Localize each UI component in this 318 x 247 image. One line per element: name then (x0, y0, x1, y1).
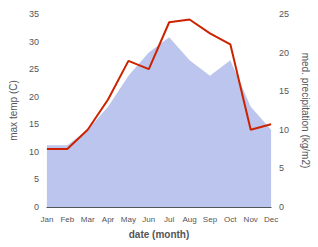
svg-text:Apr: Apr (102, 215, 115, 224)
svg-text:Nov: Nov (244, 215, 258, 224)
svg-text:25: 25 (279, 9, 289, 19)
svg-text:Oct: Oct (224, 215, 237, 224)
svg-text:Feb: Feb (60, 215, 74, 224)
svg-text:Jan: Jan (40, 215, 53, 224)
svg-text:5: 5 (279, 163, 284, 173)
svg-text:5: 5 (34, 174, 39, 184)
svg-text:Sep: Sep (203, 215, 218, 224)
svg-text:25: 25 (29, 64, 39, 74)
svg-text:20: 20 (279, 48, 289, 58)
svg-text:Aug: Aug (182, 215, 196, 224)
svg-text:Jul: Jul (164, 215, 174, 224)
svg-text:date (month): date (month) (129, 229, 190, 240)
svg-text:Mar: Mar (81, 215, 95, 224)
svg-text:30: 30 (29, 37, 39, 47)
svg-text:10: 10 (29, 147, 39, 157)
svg-text:0: 0 (279, 202, 284, 212)
svg-text:med. precipitation (kg/m2): med. precipitation (kg/m2) (300, 53, 311, 169)
svg-text:May: May (121, 215, 136, 224)
svg-text:0: 0 (34, 202, 39, 212)
svg-text:35: 35 (29, 9, 39, 19)
svg-text:15: 15 (279, 86, 289, 96)
svg-text:Jun: Jun (142, 215, 155, 224)
svg-text:max temp (C): max temp (C) (8, 80, 19, 141)
svg-text:Dec: Dec (264, 215, 278, 224)
svg-text:15: 15 (29, 119, 39, 129)
svg-text:10: 10 (279, 125, 289, 135)
svg-text:20: 20 (29, 92, 39, 102)
